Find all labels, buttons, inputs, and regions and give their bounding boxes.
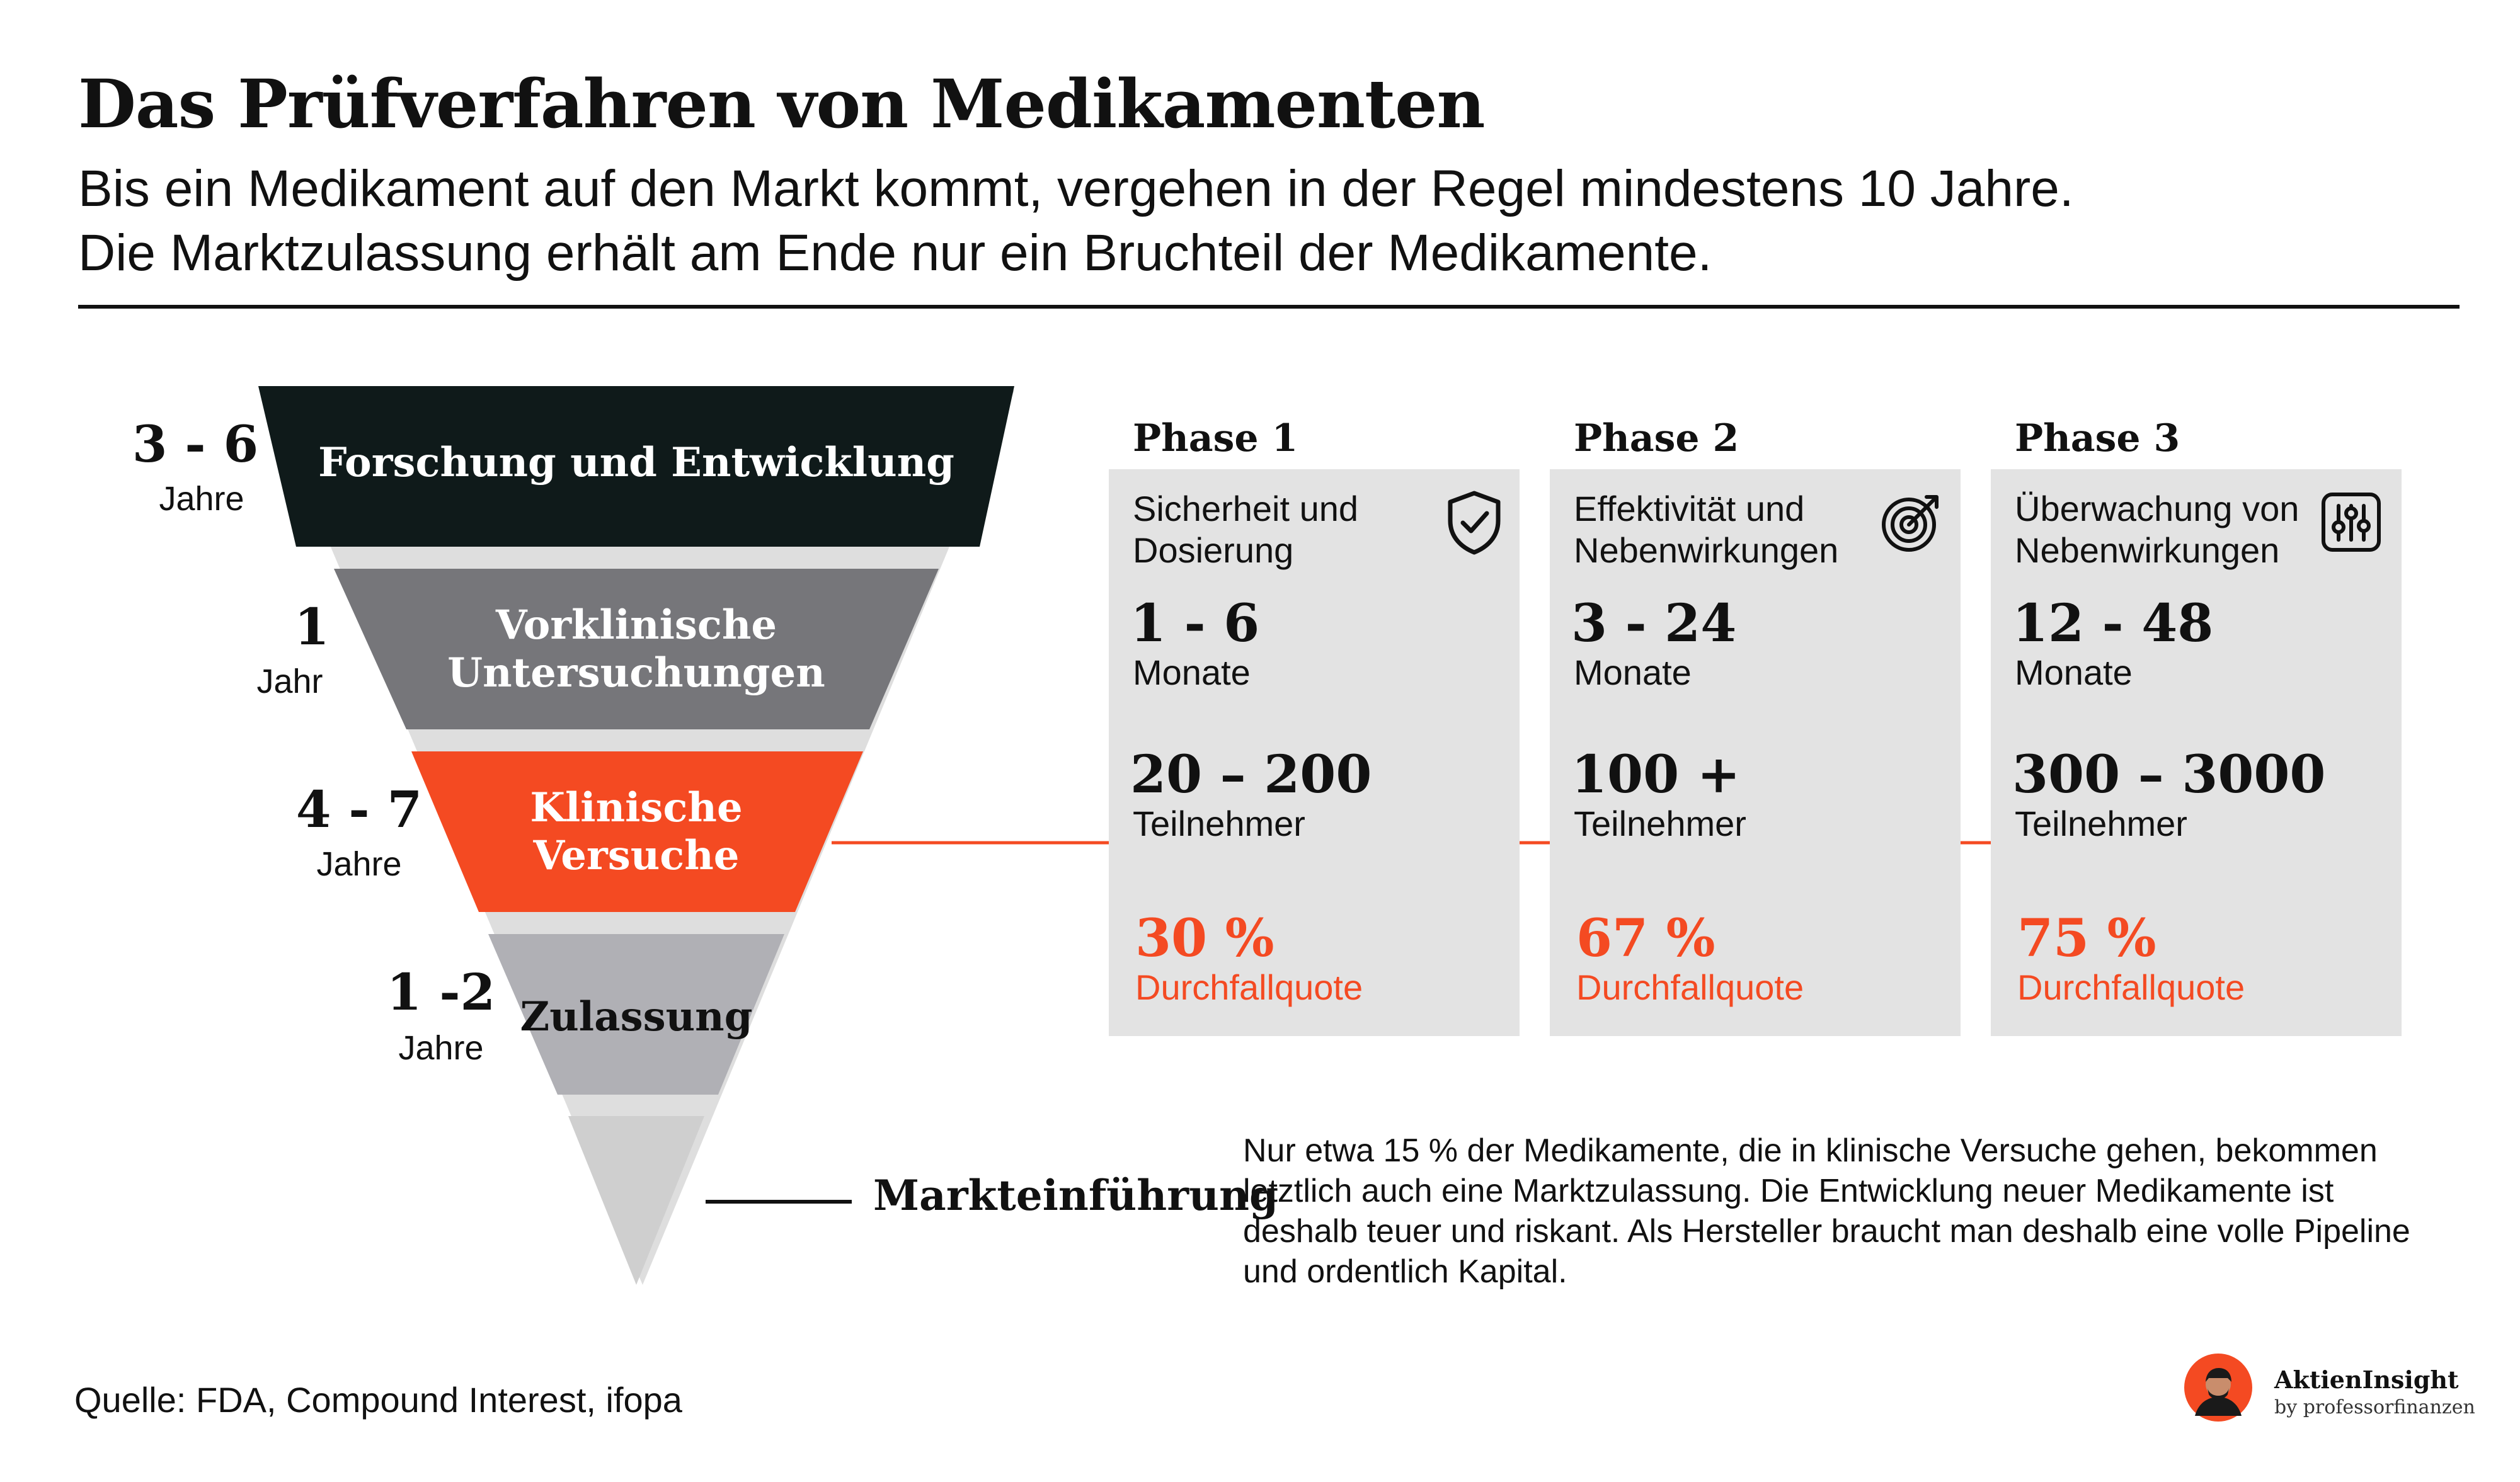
phase-title: Sicherheit und Dosierung [1133, 488, 1358, 571]
subtitle-line-2: Die Marktzulassung erhält am Ende nur ei… [78, 224, 1712, 282]
stage-label-line: Versuche [533, 832, 740, 879]
target-icon [1882, 495, 1939, 552]
phase-title: Überwachung von Nebenwirkungen [2015, 488, 2299, 571]
sliders-icon [2322, 493, 2381, 552]
subtitle-line-1: Bis ein Medikament auf den Markt kommt, … [78, 160, 2074, 217]
phase-duration-unit: Monate [1574, 653, 1692, 692]
phase-failure-label: Durchfallquote [2017, 967, 2245, 1007]
phase-2-heading: Phase 2 [1574, 416, 1739, 460]
phase-3-card: Überwachung von Nebenwirkungen 12 - 48 M… [1991, 469, 2402, 1036]
phase-failure-rate: 67 % [1576, 908, 1715, 969]
phase-title-line: Nebenwirkungen [2015, 530, 2280, 570]
phase-title-line: Überwachung von [2015, 489, 2300, 528]
phase-failure-label: Durchfallquote [1135, 967, 1363, 1007]
brand-byline: by professorfinanzen [2274, 1396, 2475, 1418]
stage-label-line: Klinische [530, 784, 743, 831]
phase-duration: 3 - 24 [1571, 593, 1737, 654]
phase-1-card: Sicherheit und Dosierung 1 - 6 Monate 20… [1109, 469, 1520, 1036]
phase-participants-label: Teilnehmer [1133, 804, 1305, 843]
page-title: Das Prüfverfahren von Medikamenten [78, 64, 1486, 143]
phase-duration-unit: Monate [1133, 653, 1251, 692]
funnel-tip [568, 1116, 704, 1285]
phase-participants: 100 + [1571, 744, 1741, 805]
summary-note: Nur etwa 15 % der Medikamente, die in kl… [1243, 1132, 2410, 1290]
stage-duration-unit: Jahre [398, 1029, 484, 1067]
stage-shape-vorklinisch [334, 569, 939, 729]
stage-label-klinisch: Klinische Versuche [441, 784, 832, 880]
shield-check-icon [1448, 491, 1501, 555]
stage-label-line: Forschung und Entwicklung [318, 439, 954, 486]
stage-duration-unit: Jahr [256, 663, 323, 700]
phase-title-line: Effektivität und [1574, 489, 1805, 528]
brand-avatar [2184, 1354, 2252, 1422]
stage-label-vorklinisch: Vorklinische Untersuchungen [378, 601, 895, 697]
phase-participants: 20 – 200 [1130, 744, 1372, 805]
stage-label-forschung: Forschung und Entwicklung [315, 439, 958, 487]
stage-shape-zulassung [488, 934, 784, 1095]
phase-3-heading: Phase 3 [2015, 416, 2180, 460]
stage-duration-forschung: 3 - 6 [132, 414, 259, 474]
phase-participants-label: Teilnehmer [2015, 804, 2187, 843]
phase-participants: 300 – 3000 [2012, 744, 2326, 805]
stage-duration-unit: Jahre [316, 845, 402, 883]
stage-shape-klinisch [411, 751, 863, 912]
phase-duration-unit: Monate [2015, 653, 2133, 692]
phase-failure-rate: 30 % [1135, 908, 1274, 969]
phase-failure-label: Durchfallquote [1576, 967, 1804, 1007]
phase-title-line: Sicherheit und [1133, 489, 1359, 528]
stage-label-line: Untersuchungen [447, 649, 825, 697]
phase-title: Effektivität und Nebenwirkungen [1574, 488, 1838, 571]
stage-label-line: Zulassung [520, 993, 753, 1040]
header-divider [78, 305, 2460, 309]
market-launch-label: Markteinführung [873, 1171, 1279, 1220]
phase-2-card: Effektivität und Nebenwirkungen 3 - 24 M… [1550, 469, 1961, 1036]
phase-1-heading: Phase 1 [1133, 416, 1298, 460]
stage-shape-forschung [258, 386, 1014, 547]
source-citation: Quelle: FDA, Compound Interest, ifopa [74, 1380, 682, 1420]
phase-participants-label: Teilnehmer [1574, 804, 1746, 843]
stage-duration-klinisch: 4 - 7 [295, 780, 423, 839]
stage-duration-vorklinisch: 1 [294, 597, 329, 656]
phase-duration: 12 - 48 [2012, 593, 2214, 654]
phase-title-line: Dosierung [1133, 530, 1294, 570]
stage-duration-zulassung: 1 -2 [386, 962, 496, 1022]
phase-failure-rate: 75 % [2017, 908, 2156, 969]
phase-title-line: Nebenwirkungen [1574, 530, 1839, 570]
stage-label-line: Vorklinische [495, 601, 777, 649]
brand-name: AktienInsight [2274, 1365, 2459, 1394]
phase-duration: 1 - 6 [1130, 593, 1260, 654]
stage-duration-unit: Jahre [159, 480, 244, 518]
stage-label-zulassung: Zulassung [504, 993, 769, 1041]
